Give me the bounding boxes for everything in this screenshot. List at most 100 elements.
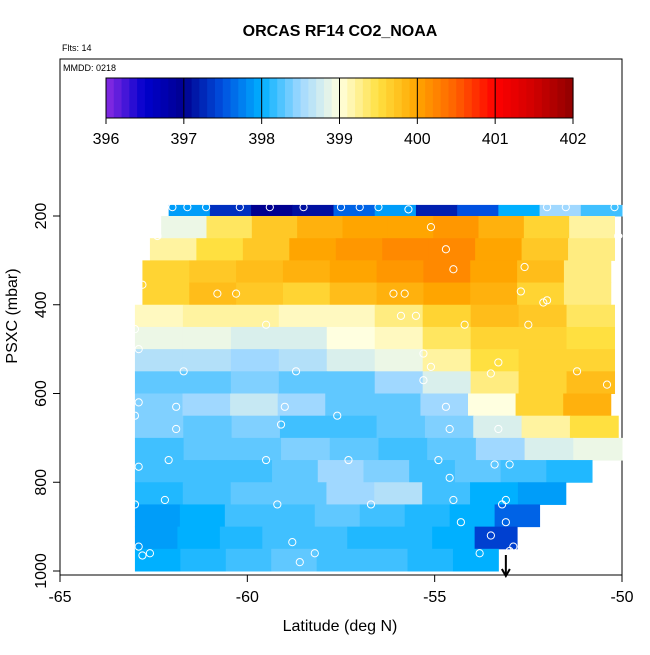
colorbar-swatch — [160, 78, 169, 118]
sample-marker — [265, 203, 274, 212]
heatmap-cell — [230, 349, 280, 372]
sample-marker — [172, 424, 181, 434]
heatmap-cell — [278, 482, 327, 505]
sample-marker — [291, 367, 301, 376]
heatmap-cell — [517, 482, 567, 505]
sample-marker — [516, 287, 525, 296]
sample-marker — [202, 203, 211, 212]
heatmap-cell — [359, 504, 406, 528]
heatmap-cell — [470, 482, 519, 505]
heatmap-cell — [517, 260, 565, 284]
colorbar-swatch — [549, 78, 559, 118]
colorbar-swatch — [339, 78, 348, 118]
heatmap-cell — [242, 238, 290, 261]
colorbar-swatch — [510, 78, 520, 118]
colorbar-swatch — [479, 78, 488, 118]
sample-marker — [475, 549, 484, 558]
x-axis: -65 -60 -55 -50 — [48, 575, 634, 606]
heatmap-cell — [563, 260, 612, 284]
colorbar-swatch — [207, 78, 216, 118]
heatmap-cell — [389, 526, 433, 550]
heatmap-cell — [289, 238, 337, 261]
heatmap-cell — [409, 460, 456, 483]
flights-label: Flts: 14 — [62, 43, 92, 53]
sample-marker — [374, 203, 383, 212]
sample-marker — [336, 203, 346, 212]
colorbar-swatch — [534, 78, 543, 118]
heatmap-cell — [196, 238, 244, 261]
heatmap-cell — [524, 437, 574, 461]
sample-marker — [134, 462, 143, 471]
sample-marker — [456, 518, 465, 527]
heatmap-cell — [226, 460, 273, 483]
heatmap-cell — [387, 216, 434, 239]
heatmap-cell — [475, 238, 523, 261]
heatmap-cell — [329, 437, 379, 461]
heatmap-cell — [297, 216, 343, 239]
heatmap-cell — [182, 482, 232, 505]
heatmap-cell — [422, 304, 472, 328]
heatmap-cell — [168, 204, 211, 217]
heatmap-cell — [219, 526, 263, 550]
sample-marker — [445, 473, 454, 482]
colorbar-tick-label: 396 — [93, 131, 120, 148]
colorbar-swatch — [191, 78, 200, 118]
heatmap-cell — [326, 326, 376, 350]
sample-marker — [276, 420, 286, 429]
colorbar-swatch — [277, 78, 286, 118]
sample-marker — [610, 203, 619, 212]
heatmap-cell — [470, 260, 518, 284]
sample-marker — [138, 280, 147, 289]
heatmap-cell — [183, 415, 233, 439]
sample-marker — [273, 500, 282, 509]
heatmap-cells — [134, 204, 623, 572]
heatmap-cell — [279, 415, 329, 439]
colorbar-swatch — [378, 78, 387, 118]
colorbar-tick-label: 398 — [248, 131, 275, 148]
sample-marker — [153, 231, 162, 241]
heatmap-cell — [427, 437, 477, 461]
colorbar-tick-label: 397 — [170, 131, 197, 148]
colorbar-swatch — [261, 78, 271, 118]
heatmap-cell — [182, 393, 231, 417]
heatmap-cell — [189, 282, 237, 306]
heatmap-cell — [374, 326, 424, 350]
heatmap-cell — [161, 216, 207, 239]
colorbar-swatch — [355, 78, 364, 118]
sample-marker — [231, 289, 241, 298]
sample-marker — [366, 500, 376, 509]
colorbar-swatch — [292, 78, 302, 118]
heatmap-cell — [468, 393, 517, 417]
sample-marker — [539, 298, 548, 307]
sample-marker — [449, 265, 458, 274]
x-tick-label: -60 — [236, 589, 259, 606]
sample-marker — [494, 424, 503, 434]
heatmap-cell — [498, 204, 541, 217]
sample-marker — [160, 495, 170, 505]
colorbar-swatch — [246, 78, 255, 118]
heatmap-cell — [374, 349, 424, 372]
heatmap-cell — [230, 326, 280, 350]
heatmap-cell — [362, 548, 409, 572]
heatmap-cell — [182, 371, 232, 394]
heatmap-cell — [189, 260, 237, 284]
colorbar-swatch — [541, 78, 551, 118]
heatmap-cell — [422, 326, 472, 350]
sample-marker — [288, 538, 297, 547]
heatmap-cell — [376, 282, 424, 306]
colorbar-swatch — [137, 78, 146, 118]
sample-marker — [183, 203, 192, 212]
colorbar-swatch — [316, 78, 325, 118]
heatmap-cell — [230, 482, 280, 505]
heatmap-cell — [494, 504, 541, 528]
heatmap-cell — [539, 204, 582, 217]
heatmap-cell — [182, 326, 232, 350]
sample-marker — [572, 367, 582, 376]
heatmap-cell — [515, 393, 564, 417]
colorbar-tick-label: 400 — [404, 131, 431, 148]
heatmap-cell — [335, 238, 383, 261]
heatmap-cell — [422, 482, 471, 505]
colorbar-swatch — [386, 78, 395, 118]
heatmap-cell — [230, 393, 279, 417]
heatmap-cell — [372, 393, 421, 417]
